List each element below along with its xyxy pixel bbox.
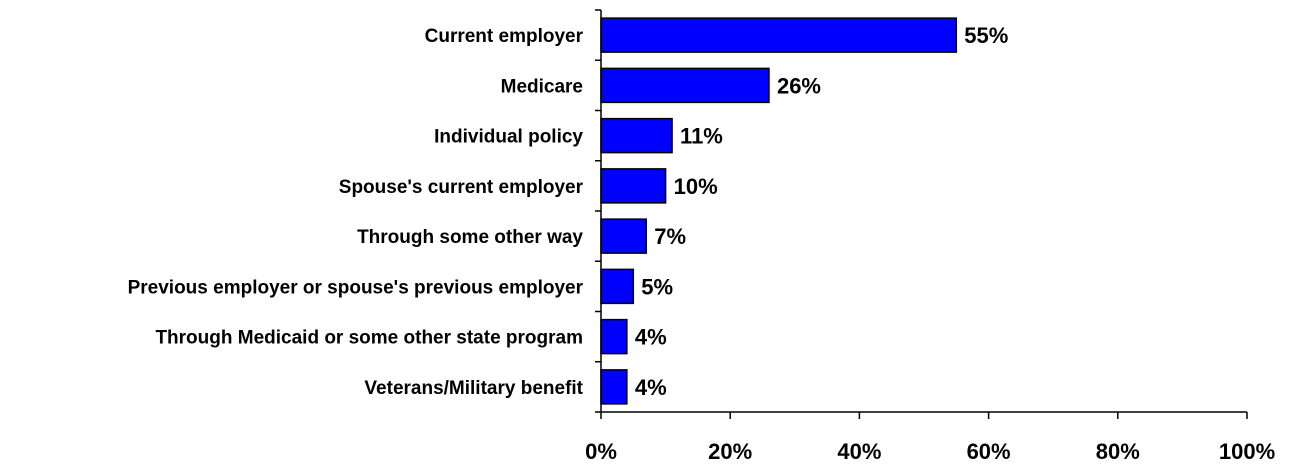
bar-value-label: 26% xyxy=(777,73,821,98)
x-tick-label: 100% xyxy=(1219,439,1275,464)
category-label: Previous employer or spouse's previous e… xyxy=(128,277,584,298)
category-label: Individual policy xyxy=(434,127,583,148)
bar-value-label: 4% xyxy=(635,325,667,350)
bar xyxy=(600,17,958,53)
category-label: Spouse's current employer xyxy=(339,177,584,198)
x-tick-label: 0% xyxy=(585,439,617,464)
bar xyxy=(600,117,673,154)
bar-value-label: 4% xyxy=(635,375,667,400)
bar-value-label: 7% xyxy=(654,224,686,249)
bar xyxy=(600,67,770,104)
category-label: Medicare xyxy=(501,76,583,97)
x-tick-label: 40% xyxy=(837,439,881,464)
bar xyxy=(600,168,667,204)
bar-value-label: 10% xyxy=(674,174,718,199)
category-label: Veterans/Military benefit xyxy=(364,378,583,399)
bar-value-label: 11% xyxy=(680,124,723,149)
category-label: Through some other way xyxy=(357,227,583,248)
bar xyxy=(600,318,628,355)
bar-value-label: 5% xyxy=(641,274,673,299)
x-tick-label: 20% xyxy=(708,439,752,464)
category-label: Current employer xyxy=(425,26,584,47)
bar xyxy=(600,218,647,254)
chart-bars xyxy=(600,17,958,405)
category-label: Through Medicaid or some other state pro… xyxy=(155,328,583,349)
bar xyxy=(600,369,628,405)
bar xyxy=(600,268,635,305)
chart-labels: 0% 20% 40% 60% 80% 100% 55% Current employer 26%… xyxy=(128,23,1276,464)
bar-value-label: 55% xyxy=(964,23,1008,48)
x-tick-label: 80% xyxy=(1096,439,1140,464)
x-tick-label: 60% xyxy=(967,439,1011,464)
